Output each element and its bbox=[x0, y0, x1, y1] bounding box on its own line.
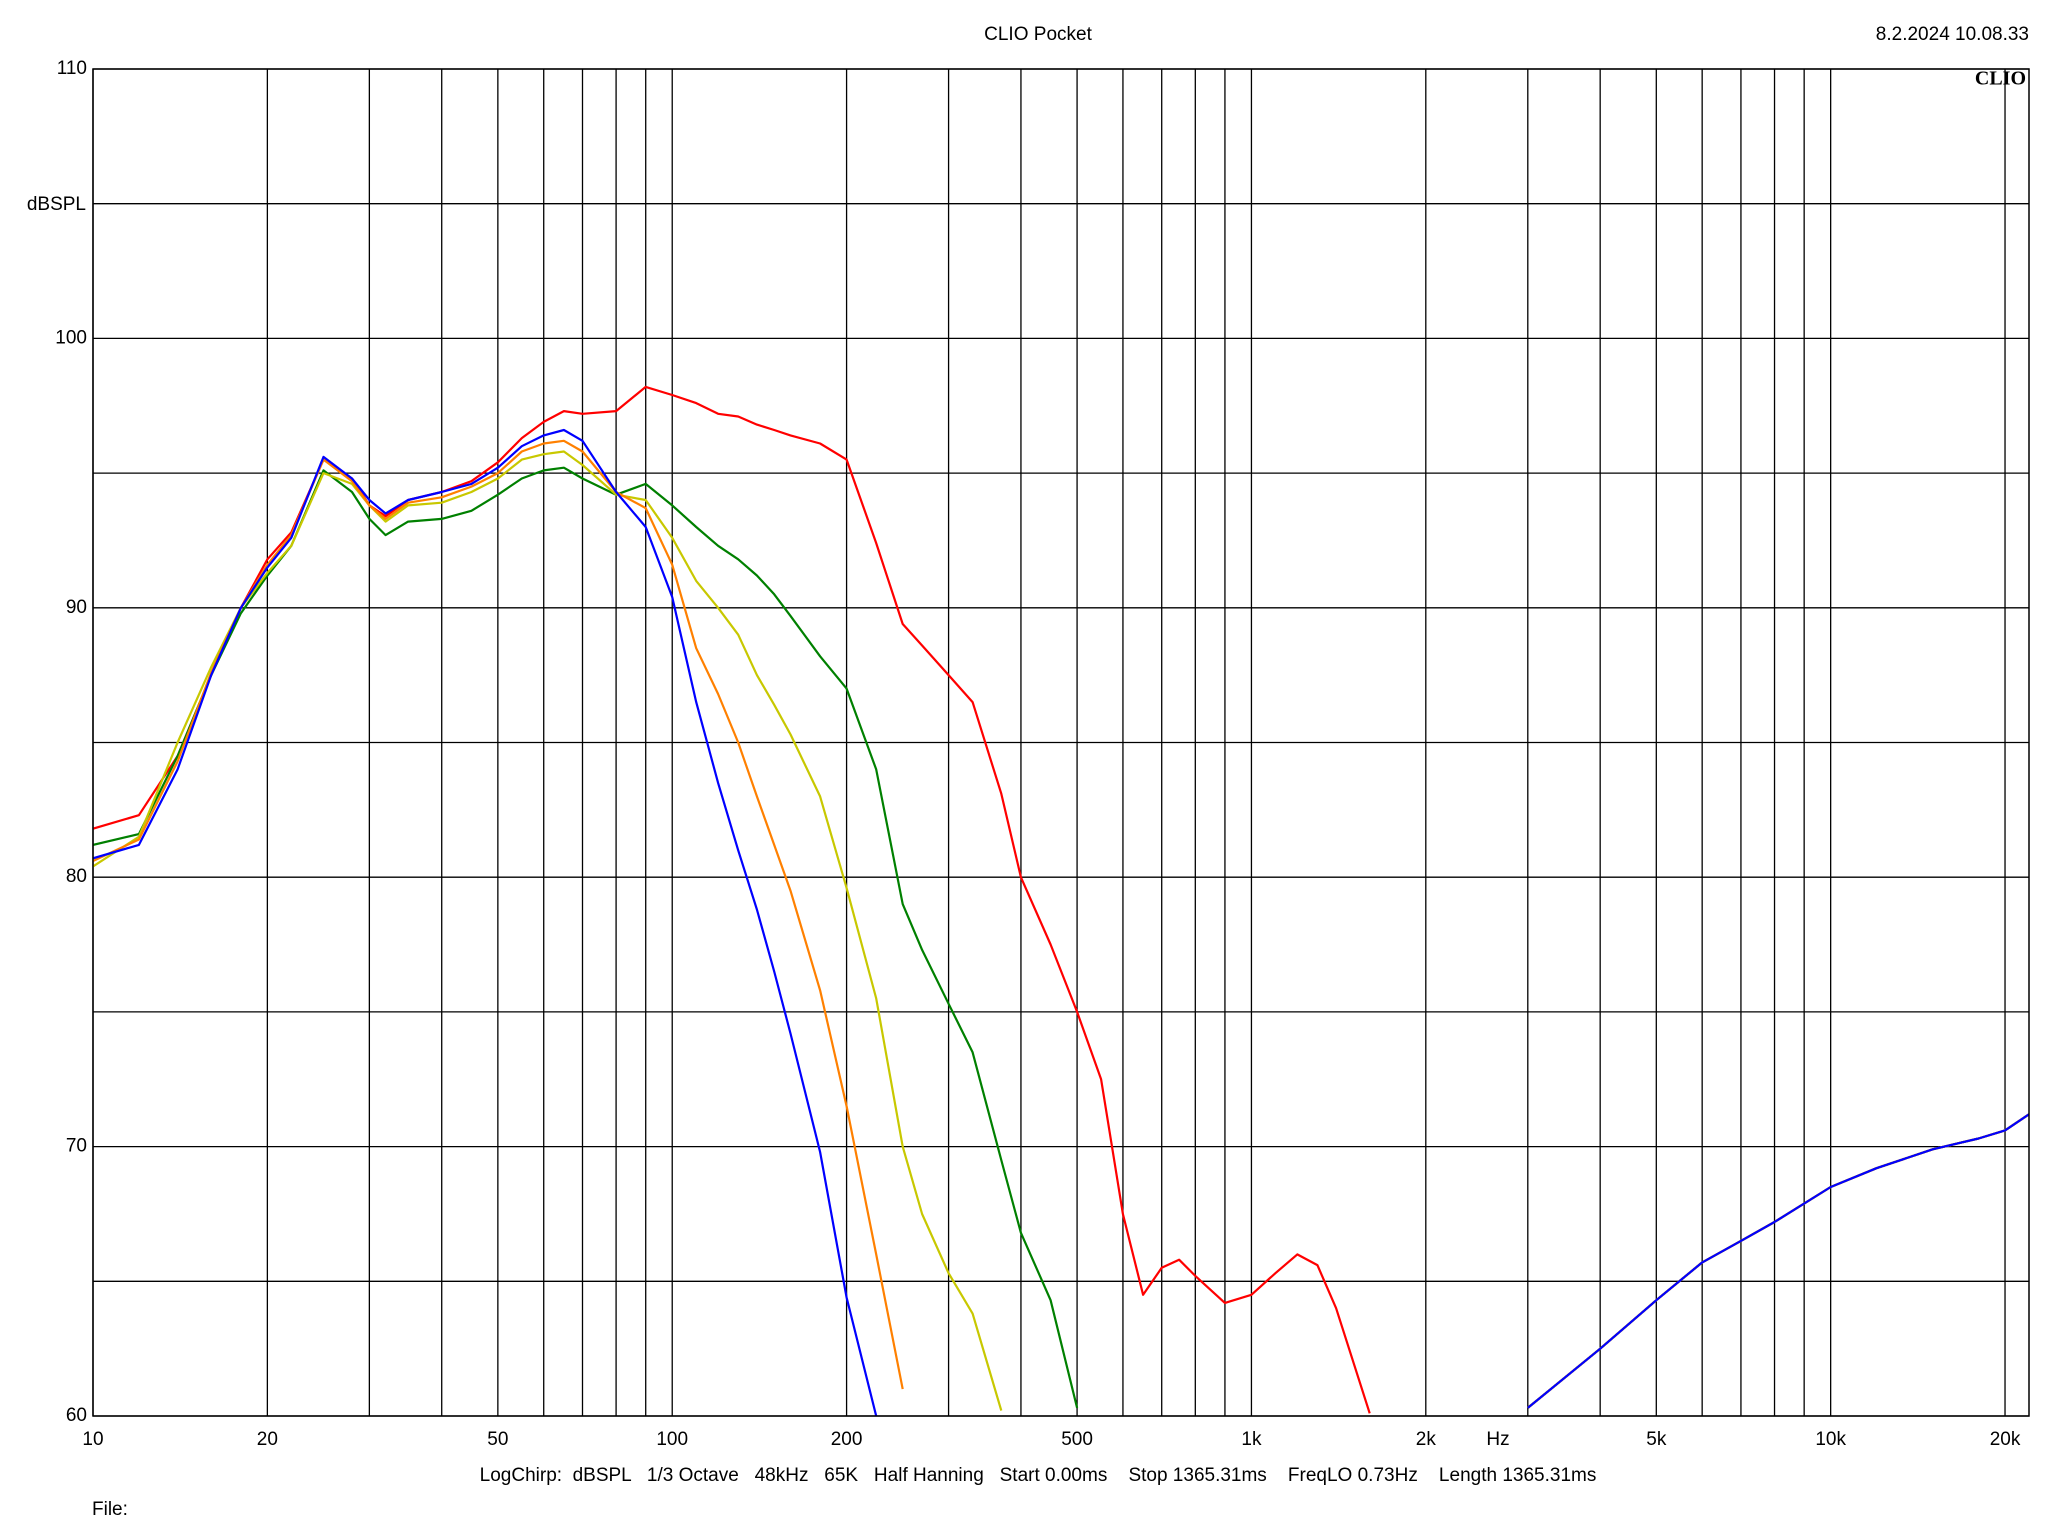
x-tick-label: 20k bbox=[1990, 1429, 2021, 1450]
plot-frame bbox=[92, 68, 2030, 1417]
series-line bbox=[93, 450, 2029, 1411]
x-tick-label: 50 bbox=[487, 1429, 508, 1450]
y-tick-label: 110 bbox=[57, 58, 87, 79]
x-tick-label: 100 bbox=[656, 1429, 688, 1450]
grid: 60 70 80 90 100 110 10 20 50 100 200 500 1k 2k 5k 10k 20… bbox=[55, 58, 2029, 1450]
footer: LogChirp: dBSPL 1/3 Octave 48kHz 65K Hal… bbox=[480, 1465, 1597, 1486]
y-tick-label: 60 bbox=[66, 1405, 87, 1426]
x-tick-label: 500 bbox=[1061, 1429, 1093, 1450]
x-tick-label: 2k bbox=[1416, 1429, 1437, 1450]
logo: CLIO bbox=[1975, 68, 2026, 90]
series-line bbox=[93, 385, 2029, 1414]
series-line bbox=[93, 466, 2029, 1409]
series-line bbox=[93, 439, 2029, 1409]
x-tick-label: 20 bbox=[257, 1429, 278, 1450]
x-tick-label: 10k bbox=[1815, 1429, 1846, 1450]
y-axis-label: dBSPL bbox=[27, 194, 86, 215]
series-line bbox=[93, 428, 2029, 1416]
y-tick-label: 100 bbox=[55, 327, 87, 348]
x-axis-label: Hz bbox=[1486, 1429, 1509, 1450]
file-label: File: bbox=[92, 1499, 128, 1520]
x-tick-label: 1k bbox=[1241, 1429, 1262, 1450]
plot-area bbox=[93, 385, 2029, 1416]
x-tick-label: 5k bbox=[1646, 1429, 1667, 1450]
timestamp: 8.2.2024 10.08.33 bbox=[1876, 24, 2029, 45]
x-tick-label: 10 bbox=[82, 1429, 103, 1450]
x-tick-label: 200 bbox=[831, 1429, 863, 1450]
y-tick-label: 70 bbox=[66, 1136, 87, 1157]
y-tick-label: 90 bbox=[66, 597, 87, 618]
y-tick-label: 80 bbox=[66, 866, 87, 887]
chart-title: CLIO Pocket bbox=[984, 24, 1092, 45]
